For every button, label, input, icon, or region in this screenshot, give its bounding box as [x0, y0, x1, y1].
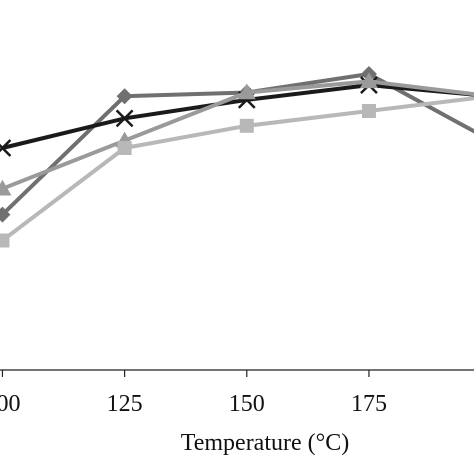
- data-point: [239, 118, 254, 133]
- x-tick-labels: 100125150175200: [0, 391, 474, 417]
- series-line: [1, 96, 474, 243]
- series-line: [1, 79, 474, 191]
- x-tick-label: 175: [351, 391, 387, 417]
- data-point: [237, 83, 256, 100]
- series-square: [0, 96, 474, 248]
- series-layer: [0, 66, 474, 248]
- data-point: [0, 179, 12, 196]
- data-point: [0, 206, 11, 223]
- data-point: [0, 233, 10, 248]
- data-point: [116, 88, 133, 105]
- x-tick-label: 125: [107, 391, 143, 417]
- data-point: [0, 139, 12, 157]
- series-x: [0, 76, 474, 157]
- x-tick-label: 150: [229, 391, 265, 417]
- data-point: [117, 141, 132, 155]
- data-point: [361, 104, 376, 118]
- data-point: [115, 109, 134, 128]
- x-tick-label: 100: [0, 391, 20, 417]
- x-axis-title: Temperature (°C): [181, 430, 350, 456]
- x-tick-marks: [1, 370, 370, 377]
- data-point: [359, 72, 378, 89]
